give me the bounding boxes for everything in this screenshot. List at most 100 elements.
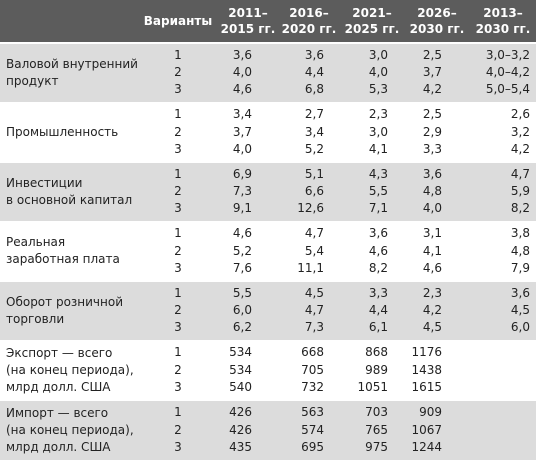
value-cell: 668 705 732 bbox=[278, 339, 340, 400]
value-cell: 3,8 4,8 7,9 bbox=[470, 220, 536, 281]
variant: 2 bbox=[174, 65, 182, 80]
row-label: Промышленность bbox=[0, 101, 138, 162]
value: 435 bbox=[229, 439, 252, 454]
value: 9,1 bbox=[232, 201, 252, 216]
header-cell bbox=[0, 0, 138, 43]
variant: 1 bbox=[174, 166, 182, 181]
variant: 3 bbox=[174, 379, 182, 394]
value-cell: 3,6 4,8 4,0 bbox=[404, 161, 470, 222]
value: 2,3 bbox=[368, 107, 388, 122]
header-cell: 2021– 2025 гг. bbox=[340, 0, 404, 43]
value: 2,3 bbox=[422, 285, 442, 300]
row-label: Валовой внутренний продукт bbox=[0, 42, 138, 103]
header-cell: Варианты bbox=[138, 0, 218, 43]
value-cell bbox=[470, 399, 536, 460]
value: 3,0–3,2 bbox=[485, 47, 530, 62]
variant: 2 bbox=[174, 124, 182, 139]
value-cell: 909 1067 1244 bbox=[404, 399, 470, 460]
value: 4,2 bbox=[510, 141, 530, 156]
value bbox=[470, 362, 530, 379]
group-row: Экспорт — всего (на конец периода), млрд… bbox=[0, 339, 536, 400]
variant: 3 bbox=[174, 260, 182, 275]
variant: 3 bbox=[174, 201, 182, 216]
value: 732 bbox=[301, 379, 324, 394]
header-cell: 2011– 2015 гг. bbox=[218, 0, 278, 43]
value: 8,2 bbox=[368, 260, 388, 275]
value-cell: 4,6 5,2 7,6 bbox=[218, 220, 278, 281]
value: 2,6 bbox=[510, 107, 530, 122]
value-cell: 3,6 4,0 4,6 bbox=[218, 42, 278, 103]
variant: 1 bbox=[174, 405, 182, 420]
variant-cell: 1 2 3 bbox=[138, 161, 218, 222]
value: 4,0 bbox=[232, 65, 252, 80]
variant: 3 bbox=[174, 82, 182, 97]
value bbox=[470, 422, 530, 439]
row-label: Инвестиции в основной капитал bbox=[0, 161, 138, 222]
value: 5,2 bbox=[232, 243, 252, 258]
group-row: Импорт — всего (на конец периода), млрд … bbox=[0, 399, 536, 460]
value-cell: 1176 1438 1615 bbox=[404, 339, 470, 400]
value: 695 bbox=[301, 439, 324, 454]
value: 574 bbox=[301, 422, 324, 437]
value: 3,7 bbox=[422, 65, 442, 80]
value-cell: 3,6 4,4 6,8 bbox=[278, 42, 340, 103]
variant-cell: 1 2 3 bbox=[138, 280, 218, 341]
variant-cell: 1 2 3 bbox=[138, 101, 218, 162]
value: 12,6 bbox=[297, 201, 324, 216]
value-cell: 5,5 6,0 6,2 bbox=[218, 280, 278, 341]
value: 3,0 bbox=[368, 47, 388, 62]
value-cell: 2,6 3,2 4,2 bbox=[470, 101, 536, 162]
variant-cell: 1 2 3 bbox=[138, 339, 218, 400]
value: 4,8 bbox=[422, 184, 442, 199]
value-cell: 2,5 2,9 3,3 bbox=[404, 101, 470, 162]
value: 5,5 bbox=[368, 184, 388, 199]
value: 4,7 bbox=[304, 303, 324, 318]
value: 7,6 bbox=[232, 260, 252, 275]
variant: 2 bbox=[174, 362, 182, 377]
value: 4,0–4,2 bbox=[485, 65, 530, 80]
value-cell: 3,3 4,4 6,1 bbox=[340, 280, 404, 341]
row-label: Импорт — всего (на конец периода), млрд … bbox=[0, 399, 138, 460]
value-cell: 3,0–3,2 4,0–4,2 5,0–5,4 bbox=[470, 42, 536, 103]
value-cell: 3,0 4,0 5,3 bbox=[340, 42, 404, 103]
value: 989 bbox=[365, 362, 388, 377]
value: 3,6 bbox=[232, 47, 252, 62]
value-cell: 3,6 4,5 6,0 bbox=[470, 280, 536, 341]
value: 3,7 bbox=[232, 124, 252, 139]
value: 4,6 bbox=[368, 243, 388, 258]
value: 3,6 bbox=[304, 47, 324, 62]
value: 4,8 bbox=[510, 243, 530, 258]
value: 11,1 bbox=[297, 260, 324, 275]
value: 6,0 bbox=[510, 320, 530, 335]
value: 4,1 bbox=[422, 243, 442, 258]
value: 4,0 bbox=[232, 141, 252, 156]
value: 6,8 bbox=[304, 82, 324, 97]
value: 5,9 bbox=[510, 184, 530, 199]
variant: 2 bbox=[174, 184, 182, 199]
value: 4,5 bbox=[422, 320, 442, 335]
value-cell: 426 426 435 bbox=[218, 399, 278, 460]
value: 668 bbox=[301, 345, 324, 360]
value: 5,3 bbox=[368, 82, 388, 97]
variant: 1 bbox=[174, 285, 182, 300]
value: 4,5 bbox=[304, 285, 324, 300]
value: 4,2 bbox=[422, 303, 442, 318]
value: 975 bbox=[365, 439, 388, 454]
value: 8,2 bbox=[510, 201, 530, 216]
variant: 3 bbox=[174, 141, 182, 156]
value: 5,2 bbox=[304, 141, 324, 156]
value: 705 bbox=[301, 362, 324, 377]
value-cell: 2,3 3,0 4,1 bbox=[340, 101, 404, 162]
value: 7,9 bbox=[510, 260, 530, 275]
value: 909 bbox=[419, 405, 442, 420]
group-row: Инвестиции в основной капитал 1 2 3 6,9 7,3 9,… bbox=[0, 161, 536, 222]
value-cell: 4,5 4,7 7,3 bbox=[278, 280, 340, 341]
value: 534 bbox=[229, 362, 252, 377]
value: 703 bbox=[365, 405, 388, 420]
variant: 1 bbox=[174, 47, 182, 62]
value: 3,1 bbox=[422, 226, 442, 241]
value-cell: 4,7 5,4 11,1 bbox=[278, 220, 340, 281]
header-cell: 2013– 2030 гг. bbox=[470, 0, 536, 43]
value-cell: 4,3 5,5 7,1 bbox=[340, 161, 404, 222]
value-cell: 703 765 975 bbox=[340, 399, 404, 460]
